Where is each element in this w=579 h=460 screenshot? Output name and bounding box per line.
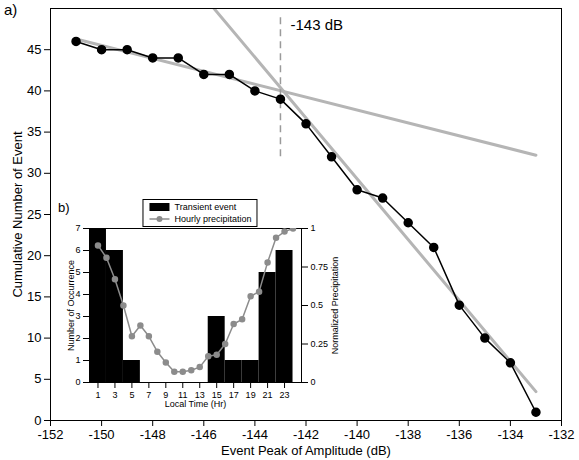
svg-text:Cumulative Number of Event: Cumulative Number of Event [10,131,25,298]
svg-text:0.75: 0.75 [311,262,329,272]
svg-text:21: 21 [263,390,273,400]
svg-text:-138: -138 [395,427,421,442]
svg-text:1: 1 [75,355,80,365]
svg-text:Number of Occurrence: Number of Occurrence [66,260,76,351]
svg-text:15: 15 [27,289,41,304]
svg-text:0: 0 [311,377,316,387]
svg-text:17: 17 [229,390,239,400]
svg-text:19: 19 [246,390,256,400]
svg-text:6: 6 [75,245,80,255]
svg-text:Event Peak of Amplitude (dB): Event Peak of Amplitude (dB) [221,443,391,458]
svg-text:45: 45 [27,42,41,57]
html-text:Hourly precipitation: Hourly precipitation [174,214,252,224]
svg-text:1: 1 [95,390,100,400]
svg-text:5: 5 [34,371,41,386]
svg-text:0.25: 0.25 [311,339,329,349]
svg-text:2: 2 [75,333,80,343]
svg-text:-148: -148 [140,427,166,442]
svg-text:-152: -152 [37,427,63,442]
html-text:a): a) [4,1,18,18]
svg-text:-142: -142 [293,427,319,442]
svg-text:0: 0 [34,413,41,428]
svg-text:-134: -134 [497,427,523,442]
svg-text:10: 10 [27,330,41,345]
svg-text:4: 4 [75,289,80,299]
svg-text:-132: -132 [548,427,574,442]
svg-text:40: 40 [27,83,41,98]
svg-text:20: 20 [27,248,41,263]
svg-text:25: 25 [27,207,41,222]
svg-text:-144: -144 [242,427,268,442]
svg-text:15: 15 [211,389,222,400]
svg-text:13: 13 [194,389,205,400]
svg-text:3: 3 [112,390,117,400]
svg-text:7: 7 [75,223,80,233]
svg-text:5: 5 [75,267,80,277]
svg-text:0.5: 0.5 [311,300,324,310]
svg-text:-146: -146 [191,427,217,442]
svg-text:-136: -136 [446,427,472,442]
html-text:Transient event: Transient event [174,202,237,212]
svg-text:7: 7 [146,390,151,400]
svg-text:23: 23 [280,390,290,400]
svg-text:Normalized Precipitation: Normalized Precipitation [330,257,340,355]
svg-text:3: 3 [75,311,80,321]
svg-text:Local Time (Hr): Local Time (Hr) [165,399,227,409]
svg-text:35: 35 [27,124,41,139]
svg-text:1: 1 [311,223,316,233]
html-text:b): b) [58,200,70,215]
svg-text:9: 9 [163,389,169,400]
svg-text:30: 30 [27,165,41,180]
svg-text:-143 dB: -143 dB [290,16,343,33]
svg-text:-150: -150 [89,427,115,442]
svg-text:11: 11 [178,389,188,400]
svg-text:5: 5 [129,390,134,400]
svg-text:-140: -140 [344,427,370,442]
svg-text:0: 0 [75,377,80,387]
